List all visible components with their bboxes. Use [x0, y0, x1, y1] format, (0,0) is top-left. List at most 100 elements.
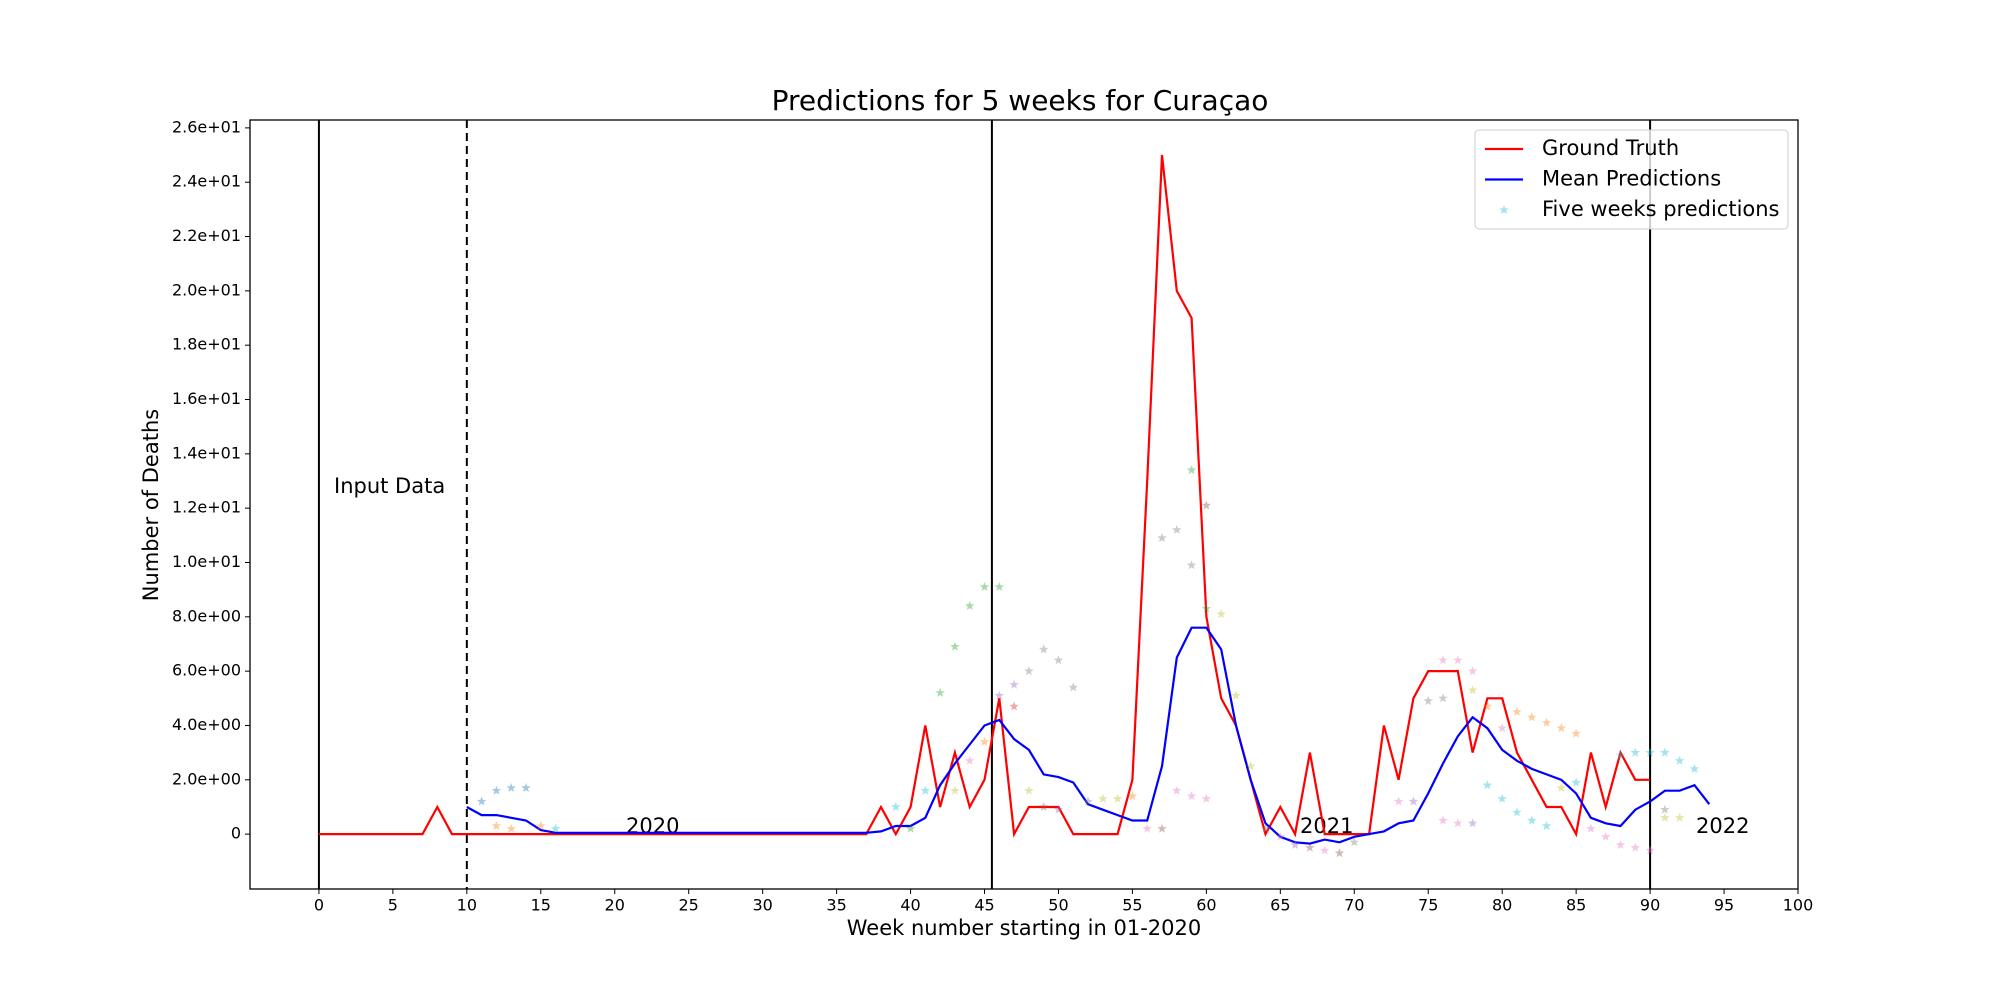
x-tick-label: 55 — [1122, 896, 1142, 915]
prediction-star — [1068, 682, 1078, 692]
prediction-star — [1438, 815, 1448, 825]
prediction-star — [1083, 796, 1093, 806]
prediction-star — [1482, 780, 1493, 790]
y-tick-label: 4.0e+00 — [172, 715, 241, 734]
prediction-star — [891, 802, 901, 811]
prediction-star — [1142, 823, 1152, 833]
x-tick-label: 70 — [1344, 896, 1364, 915]
prediction-star — [1556, 723, 1567, 733]
chart-title: Predictions for 5 weeks for Curaçao — [772, 84, 1269, 117]
prediction-star — [1556, 783, 1567, 792]
y-tick-label: 2.2e+01 — [172, 226, 241, 245]
y-tick-label: 2.4e+01 — [172, 172, 241, 191]
prediction-star — [1246, 761, 1256, 771]
prediction-star — [1527, 815, 1537, 825]
prediction-star — [950, 785, 960, 795]
x-tick-label: 90 — [1640, 896, 1660, 915]
prediction-star — [491, 821, 502, 830]
prediction-star — [1172, 524, 1182, 534]
x-axis-label: Week number starting in 01-2020 — [847, 916, 1201, 940]
y-tick-label: 8.0e+00 — [172, 606, 241, 625]
prediction-star — [1630, 842, 1641, 852]
prediction-star — [1172, 785, 1182, 795]
x-tick-label: 45 — [974, 896, 994, 915]
prediction-star — [1630, 747, 1641, 757]
x-tick-label: 35 — [826, 896, 846, 915]
prediction-star — [1112, 793, 1123, 803]
x-tick-label: 0 — [314, 896, 324, 915]
prediction-star — [536, 821, 546, 830]
line-series — [466, 626, 1711, 845]
prediction-star — [905, 823, 916, 833]
y-tick-label: 1.6e+01 — [172, 389, 241, 408]
legend-box — [1474, 129, 1789, 230]
prediction-star — [1038, 644, 1049, 654]
x-tick-label: 95 — [1714, 896, 1734, 915]
y-tick-label: 1.2e+01 — [172, 498, 241, 517]
prediction-star — [1674, 755, 1685, 765]
prediction-star — [1482, 701, 1493, 711]
prediction-star — [1674, 812, 1685, 822]
prediction-star — [1467, 666, 1478, 676]
prediction-star — [965, 601, 975, 610]
prediction-star — [1009, 701, 1019, 711]
prediction-star — [1571, 728, 1581, 738]
y-tick-label: 6.0e+00 — [172, 661, 241, 680]
x-tick-label: 80 — [1492, 896, 1512, 915]
prediction-star — [979, 736, 990, 746]
prediction-star — [1615, 840, 1626, 849]
x-tick-label: 10 — [457, 896, 477, 915]
prediction-star — [1334, 848, 1345, 858]
prediction-star — [994, 581, 1005, 591]
prediction-star — [491, 785, 502, 795]
x-tick-label: 25 — [679, 896, 699, 915]
x-tick-label: 85 — [1566, 896, 1586, 915]
y-tick-label: 2.0e+01 — [172, 280, 241, 299]
legend-label: Mean Predictions — [1542, 167, 1721, 191]
prediction-star — [935, 687, 945, 697]
prediction-star — [1024, 785, 1034, 795]
annotation: Input Data — [334, 474, 445, 498]
x-tick-label: 30 — [752, 896, 772, 915]
prediction-star — [1645, 747, 1655, 757]
prediction-star — [1660, 812, 1670, 822]
line-series — [318, 154, 1651, 838]
prediction-star — [1497, 723, 1507, 733]
annotation: 2022 — [1696, 814, 1749, 838]
prediction-star — [1408, 796, 1419, 806]
prediction-star — [521, 783, 531, 792]
prediction-star — [1660, 747, 1670, 757]
prediction-star — [1645, 845, 1655, 855]
x-tick-label: 40 — [900, 896, 920, 915]
y-axis-label: Number of Deaths — [139, 409, 163, 601]
x-tick-label: 75 — [1418, 896, 1438, 915]
y-tick-label: 1.4e+01 — [172, 443, 241, 462]
prediction-star — [1601, 831, 1611, 841]
prediction-star — [1527, 712, 1537, 722]
prediction-star — [550, 823, 561, 833]
prediction-star — [506, 783, 516, 792]
prediction-star — [1201, 793, 1212, 803]
x-tick-label: 5 — [388, 896, 398, 915]
prediction-star — [1186, 560, 1197, 570]
prediction-star — [1201, 603, 1212, 613]
prediction-star — [476, 796, 487, 806]
prediction-star — [1038, 802, 1049, 811]
prediction-star — [1216, 609, 1226, 619]
plot-frame — [249, 119, 1799, 890]
x-tick-label: 15 — [531, 896, 551, 915]
prediction-star — [1157, 533, 1167, 543]
prediction-star — [1541, 821, 1552, 830]
prediction-star — [1275, 831, 1286, 841]
prediction-star — [1453, 818, 1463, 828]
prediction-star — [1541, 717, 1552, 727]
prediction-star — [979, 581, 990, 591]
prediction-star — [1053, 804, 1064, 814]
y-tick-label: 0 — [231, 824, 241, 843]
prediction-star — [920, 785, 931, 795]
prediction-star — [1689, 763, 1700, 773]
y-tick-label: 2.6e+01 — [172, 117, 241, 136]
x-tick-label: 20 — [605, 896, 625, 915]
legend-label: Ground Truth — [1542, 136, 1679, 160]
